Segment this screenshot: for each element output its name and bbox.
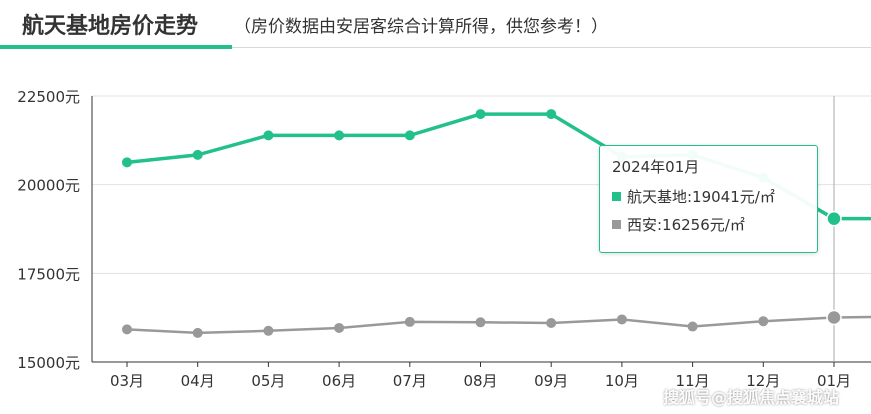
data-point-primary bbox=[404, 130, 415, 141]
header-divider bbox=[0, 47, 871, 48]
x-tick-label: 05月 bbox=[251, 372, 285, 390]
chart-header: 航天基地房价走势 （房价数据由安居客综合计算所得，供您参考！） bbox=[0, 0, 871, 50]
y-tick-label: 22500元 bbox=[17, 88, 80, 106]
data-point-primary bbox=[546, 109, 557, 120]
data-point-secondary bbox=[404, 316, 415, 327]
tooltip-value-primary: 航天基地:19041元/㎡ bbox=[627, 187, 775, 206]
data-point-secondary bbox=[475, 317, 486, 328]
header-accent-bar bbox=[0, 45, 232, 49]
y-tick-label: 20000元 bbox=[17, 177, 80, 195]
tooltip-row-primary: 航天基地:19041元/㎡ bbox=[612, 182, 805, 210]
data-point-primary bbox=[122, 157, 132, 168]
x-tick-label: 09月 bbox=[534, 372, 568, 390]
x-tick-label: 12月 bbox=[746, 372, 780, 390]
chart-tooltip: 2024年01月 航天基地:19041元/㎡ 西安:16256元/㎡ bbox=[599, 145, 818, 253]
data-point-primary bbox=[475, 109, 486, 120]
tooltip-swatch-primary bbox=[612, 191, 621, 201]
chart-title: 航天基地房价走势 bbox=[22, 14, 199, 39]
tooltip-date: 2024年01月 bbox=[612, 158, 700, 176]
x-tick-label: 08月 bbox=[463, 372, 497, 390]
data-point-primary bbox=[826, 210, 842, 227]
data-point-secondary bbox=[546, 317, 557, 328]
x-tick-label: 04月 bbox=[181, 372, 215, 390]
tooltip-swatch-secondary bbox=[612, 219, 621, 229]
x-tick-label: 07月 bbox=[393, 372, 427, 390]
x-tick-label: 06月 bbox=[322, 372, 356, 390]
chart-subtitle: （房价数据由安居客综合计算所得，供您参考！） bbox=[234, 17, 608, 37]
data-point-secondary bbox=[263, 325, 274, 336]
watermark: 搜狐号@搜狐焦点襄城站 bbox=[663, 388, 840, 407]
data-point-primary bbox=[192, 149, 203, 160]
x-tick-label: 01月 bbox=[817, 372, 851, 390]
x-tick-label: 11月 bbox=[676, 372, 710, 390]
y-tick-label: 15000元 bbox=[17, 354, 80, 372]
data-point-secondary bbox=[192, 327, 203, 338]
data-point-secondary bbox=[687, 321, 698, 332]
data-point-secondary bbox=[616, 314, 627, 325]
x-tick-label: 10月 bbox=[605, 372, 639, 390]
data-point-secondary bbox=[826, 309, 842, 326]
data-point-secondary bbox=[122, 324, 132, 335]
data-point-secondary bbox=[334, 322, 345, 333]
line-chart[interactable]: 22500元 20000元 17500元 15000元 03月 04月 05月 06月 07月 0… bbox=[0, 50, 871, 414]
data-point-primary bbox=[263, 130, 274, 141]
data-point-secondary bbox=[758, 316, 769, 327]
data-point-primary bbox=[334, 130, 345, 141]
series-line-secondary bbox=[126, 315, 871, 335]
x-tick-label: 03月 bbox=[110, 372, 144, 390]
tooltip-value-secondary: 西安:16256元/㎡ bbox=[627, 215, 745, 234]
y-tick-label: 17500元 bbox=[17, 265, 80, 283]
tooltip-row-secondary: 西安:16256元/㎡ bbox=[612, 210, 805, 238]
